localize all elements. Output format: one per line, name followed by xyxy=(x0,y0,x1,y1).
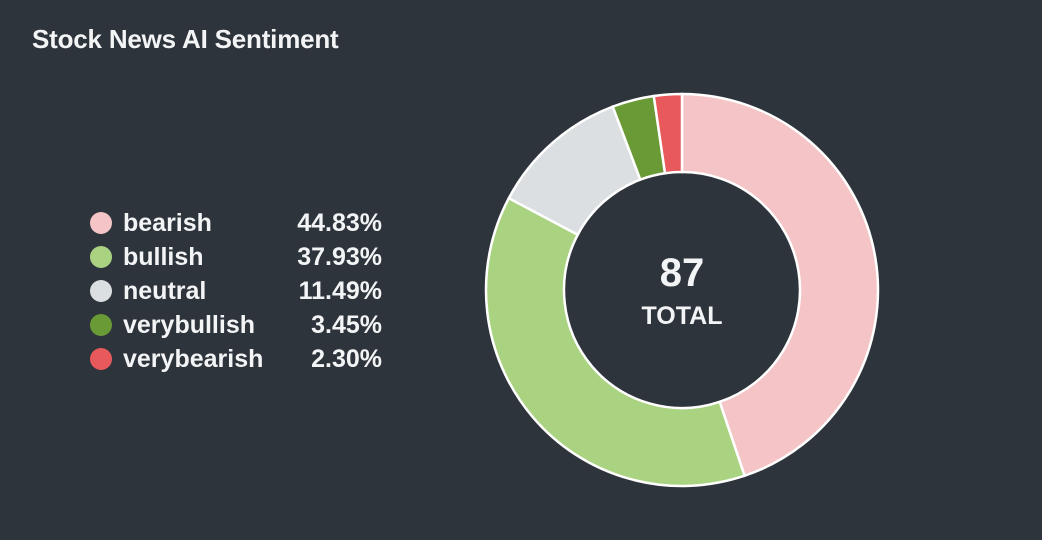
legend: bearish 44.83% bullish 37.93% neutral 11… xyxy=(90,206,382,376)
legend-label-bearish: bearish xyxy=(123,208,212,237)
legend-swatch-bullish xyxy=(90,246,112,268)
legend-label-neutral: neutral xyxy=(123,276,207,305)
legend-label-verybullish: verybullish xyxy=(123,310,255,339)
donut-chart: 87 TOTAL xyxy=(484,92,880,488)
legend-label-verybearish: verybearish xyxy=(123,344,264,373)
chart-title: Stock News AI Sentiment xyxy=(32,24,339,54)
legend-value-neutral: 11.49% xyxy=(298,276,382,305)
donut-slice-bearish[interactable] xyxy=(680,92,880,478)
legend-item-bullish[interactable]: bullish 37.93% xyxy=(90,240,382,274)
donut-slice-verybearish[interactable] xyxy=(652,92,684,175)
donut-slice-bullish[interactable] xyxy=(484,196,747,488)
legend-swatch-verybearish xyxy=(90,348,112,370)
total-count: 87 xyxy=(660,251,705,295)
legend-value-bearish: 44.83% xyxy=(297,208,382,237)
donut-slices xyxy=(484,92,880,488)
legend-value-verybearish: 2.30% xyxy=(311,344,382,373)
legend-value-bullish: 37.93% xyxy=(297,242,382,271)
legend-label-bullish: bullish xyxy=(123,242,204,271)
legend-swatch-bearish xyxy=(90,212,112,234)
legend-swatch-neutral xyxy=(90,280,112,302)
legend-item-neutral[interactable]: neutral 11.49% xyxy=(90,274,382,308)
legend-item-verybullish[interactable]: verybullish 3.45% xyxy=(90,308,382,342)
legend-item-bearish[interactable]: bearish 44.83% xyxy=(90,206,382,240)
total-label: TOTAL xyxy=(641,302,722,330)
legend-value-verybullish: 3.45% xyxy=(311,310,382,339)
legend-item-verybearish[interactable]: verybearish 2.30% xyxy=(90,342,382,376)
legend-swatch-verybullish xyxy=(90,314,112,336)
